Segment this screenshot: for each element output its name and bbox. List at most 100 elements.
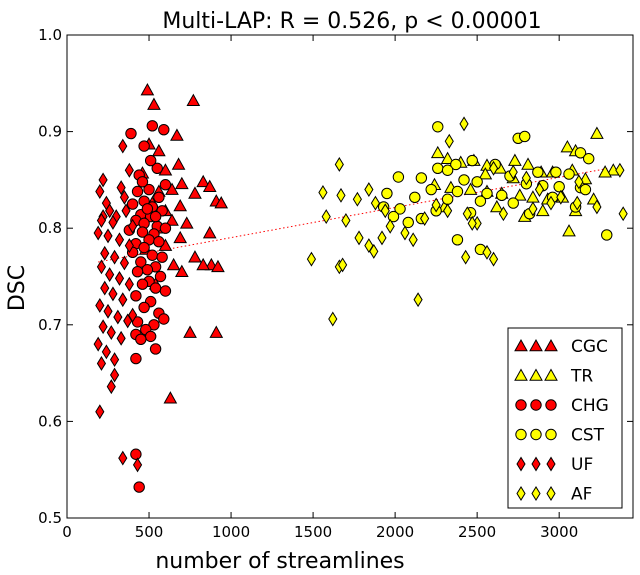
axes: 0 500 1000 1500 2000 2500 3000 0.5 0.6 0.7 0.8 0.9 1…	[38, 26, 633, 541]
data-point	[380, 203, 390, 219]
data-point	[209, 325, 224, 338]
data-point	[109, 352, 120, 368]
y-tick-label: 0.8	[38, 219, 62, 237]
data-point	[321, 209, 331, 225]
data-point	[463, 182, 478, 195]
data-point	[535, 203, 550, 217]
y-tick-label: 1.0	[38, 26, 62, 44]
data-point	[124, 238, 134, 254]
legend-marker	[531, 456, 541, 472]
data-points-layer	[93, 83, 628, 493]
data-point	[106, 379, 116, 395]
data-point	[461, 249, 471, 265]
data-point	[116, 180, 126, 196]
data-point	[408, 232, 418, 248]
data-point	[556, 189, 566, 205]
data-point	[146, 249, 159, 261]
data-point	[579, 183, 592, 196]
legend-marker	[529, 338, 543, 352]
legend-label: CST	[571, 426, 605, 446]
data-point	[100, 245, 110, 261]
legend-item-cgc: CGC	[514, 337, 608, 357]
data-point	[146, 120, 159, 132]
data-point	[163, 391, 178, 404]
data-point	[131, 185, 144, 198]
legend-marker	[514, 338, 528, 352]
data-point	[196, 257, 211, 271]
data-point	[171, 157, 186, 170]
data-point	[119, 189, 130, 205]
legend-label: UF	[571, 455, 593, 475]
data-point	[592, 199, 602, 215]
data-point	[415, 172, 428, 184]
data-point	[140, 83, 155, 96]
data-point	[103, 303, 113, 319]
data-point	[519, 130, 531, 143]
legend-marker	[546, 456, 556, 472]
data-point	[136, 278, 149, 290]
data-point	[563, 168, 575, 180]
data-point	[534, 182, 545, 198]
data-point	[121, 203, 131, 219]
legend-label: CGC	[571, 337, 608, 357]
series-af	[306, 116, 628, 327]
data-point	[430, 145, 445, 159]
data-point	[131, 265, 144, 278]
data-point	[124, 162, 134, 178]
data-point	[532, 166, 544, 178]
data-point	[202, 179, 217, 192]
series-tr	[427, 126, 621, 237]
data-point	[186, 93, 201, 106]
data-point	[392, 171, 405, 183]
data-point	[318, 185, 328, 200]
data-point	[136, 226, 149, 238]
data-point	[100, 280, 110, 296]
data-point	[128, 307, 138, 323]
data-point	[336, 187, 346, 203]
data-point	[432, 162, 444, 175]
x-tick-label: 500	[135, 523, 164, 541]
x-tick-label: 2000	[376, 523, 414, 541]
data-point	[583, 152, 595, 165]
data-point	[328, 311, 338, 327]
data-point	[174, 264, 189, 277]
data-point	[179, 216, 194, 229]
data-point	[98, 172, 108, 188]
data-point	[95, 298, 105, 313]
legend-marker	[545, 428, 557, 441]
data-point	[450, 158, 462, 171]
data-point	[574, 174, 584, 190]
legend-marker	[531, 486, 541, 501]
data-point	[149, 210, 162, 223]
y-tick-label: 0.7	[38, 316, 62, 334]
data-point	[152, 143, 166, 157]
data-point	[211, 259, 225, 273]
data-point	[488, 160, 499, 176]
data-point	[113, 309, 123, 325]
data-point	[459, 116, 469, 132]
data-point	[153, 191, 165, 203]
data-point	[425, 183, 437, 196]
data-point	[136, 176, 149, 188]
legend-marker	[515, 399, 527, 411]
data-point	[96, 259, 107, 275]
x-tick-label: 3000	[540, 523, 578, 541]
data-point	[521, 157, 535, 170]
data-point	[109, 367, 120, 383]
data-point	[105, 267, 115, 283]
legend-marker	[544, 338, 558, 352]
data-point	[114, 270, 125, 286]
data-point	[507, 197, 519, 209]
data-point	[183, 325, 197, 338]
data-point	[138, 140, 150, 152]
data-point	[574, 147, 587, 159]
data-point	[98, 319, 108, 335]
data-point	[133, 481, 145, 493]
legend-marker	[546, 486, 556, 501]
legend-item-af: AF	[516, 485, 592, 505]
data-point	[173, 198, 188, 212]
data-point	[471, 176, 483, 188]
data-point	[214, 196, 229, 209]
y-axis-label: DSC	[5, 265, 30, 311]
